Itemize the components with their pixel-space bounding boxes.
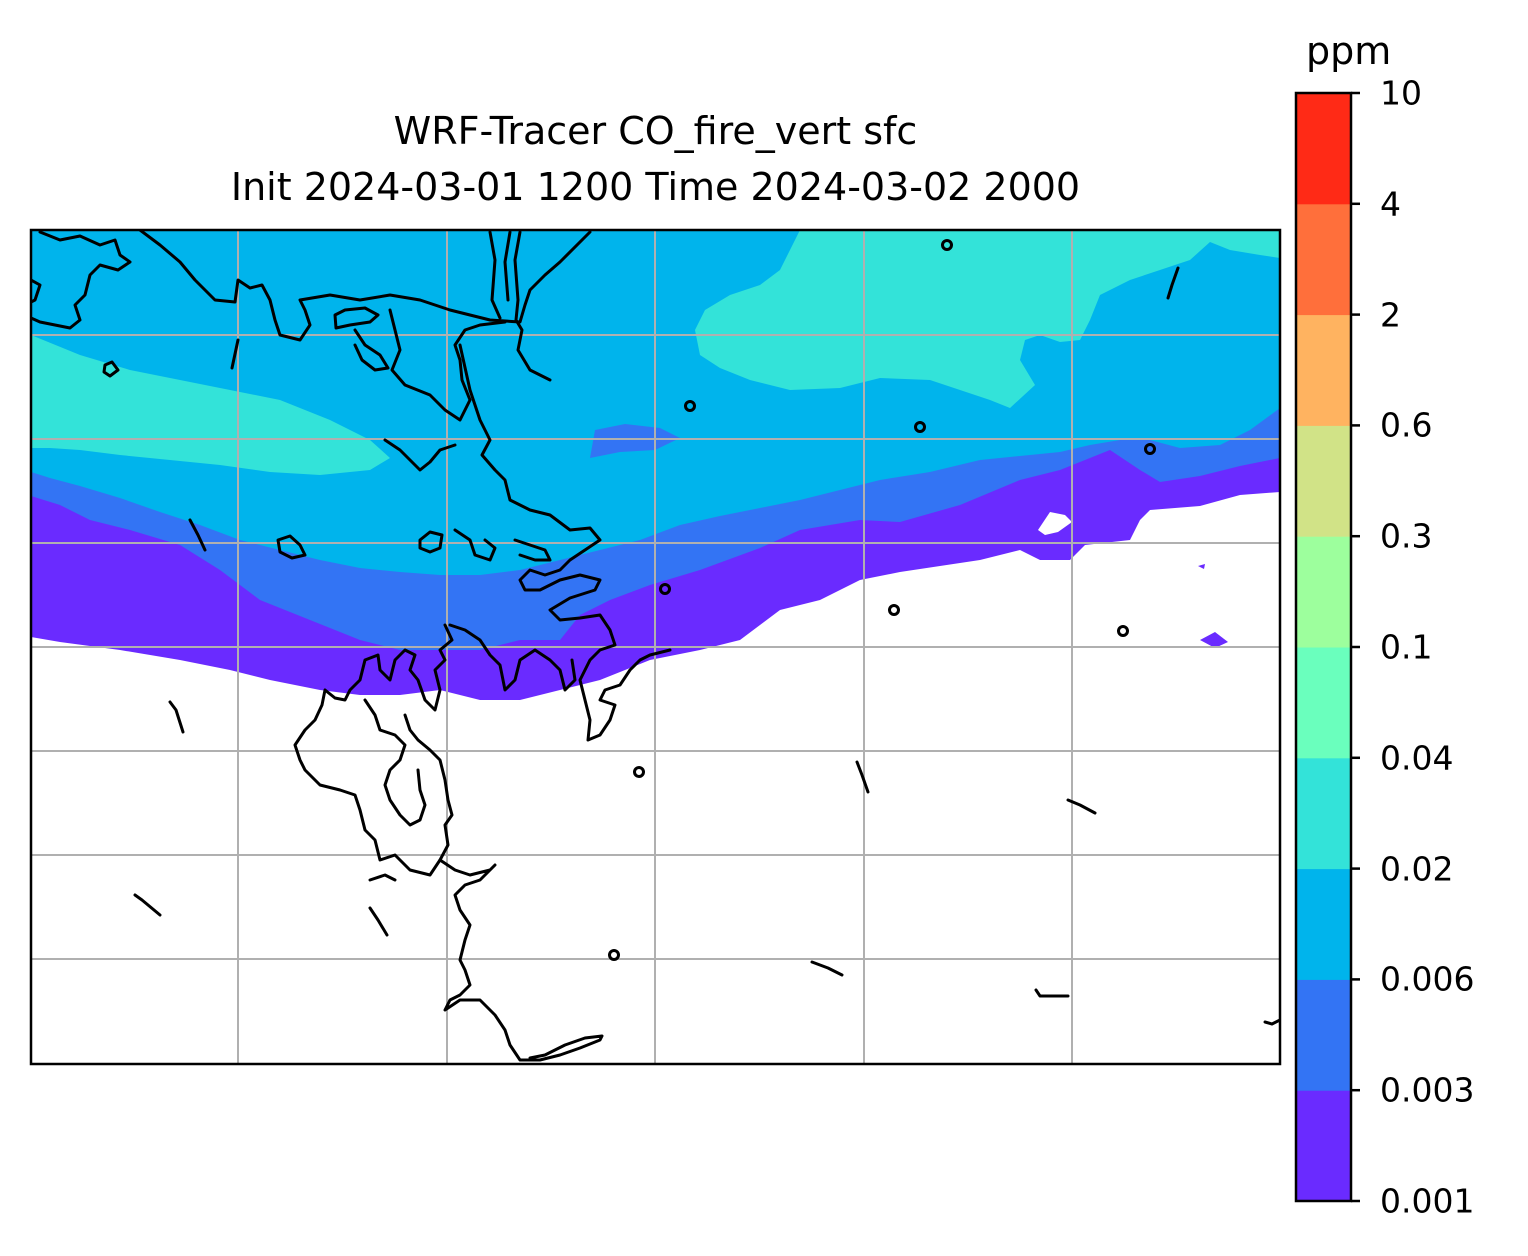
colorbar-segment-4: [1296, 647, 1351, 759]
colorbar-tick-label-5: 0.1: [1380, 627, 1433, 667]
coastline-northwest: [31, 230, 132, 330]
coastline-short-3: [168, 700, 185, 734]
colorbar-tick-label-10: 10: [1380, 73, 1422, 113]
colorbar-segment-6: [1296, 425, 1351, 537]
coastline-islands-2: [453, 528, 497, 562]
colorbar-segment-3: [1296, 757, 1351, 870]
map-frame: [29, 228, 1282, 1066]
coastline-bay-1: [293, 623, 454, 877]
coastline-islands-7: [353, 328, 390, 372]
colorbar-segment-5: [1296, 536, 1351, 648]
graticule: [31, 230, 1280, 1064]
coastline-central: [458, 343, 672, 742]
coastline-islands-1: [418, 530, 444, 554]
lake-marker-9: [608, 949, 620, 961]
coastline-short-5: [368, 906, 389, 937]
colorbar-segment-0: [1296, 1090, 1351, 1202]
lake-marker-7: [1117, 625, 1129, 637]
colorbar-segment-2: [1296, 868, 1351, 980]
title-line-1: WRF-Tracer CO_fire_vert sfc: [393, 109, 918, 153]
lake-marker-5: [659, 583, 671, 595]
coastline-short-2: [188, 518, 207, 552]
colorbar: [1294, 91, 1360, 1203]
lake-marker-6: [888, 604, 900, 616]
coastline-islands-3: [513, 538, 552, 562]
colorbar-tick-label-8: 2: [1380, 295, 1401, 335]
colorbar-tick-label-1: 0.003: [1380, 1070, 1475, 1110]
coastline-islands-4: [276, 534, 307, 560]
colorbar-segment-9: [1296, 93, 1351, 205]
colorbar-tick-label-0: 0.001: [1380, 1181, 1475, 1221]
coastline-islands-6: [102, 360, 120, 378]
coastline-short-6: [810, 960, 844, 977]
colorbar-segment-7: [1296, 314, 1351, 426]
lake-marker-8: [633, 766, 645, 778]
colorbar-tick-label-4: 0.04: [1380, 738, 1454, 778]
lake-marker-2: [684, 400, 696, 412]
coastline-inner-bay: [363, 698, 427, 827]
coastline-south-inlet: [368, 873, 397, 882]
contour-patch-2: [1200, 632, 1228, 648]
lake-marker-3: [914, 421, 926, 433]
colorbar-tick-label-3: 0.02: [1380, 849, 1454, 889]
coastline-short-1: [230, 338, 240, 370]
coastline-short-4: [133, 893, 162, 917]
colorbar-segment-8: [1296, 203, 1351, 316]
coastline-south-peninsula: [438, 858, 604, 1062]
colorbar-segment-1: [1296, 979, 1351, 1091]
colorbar-tick-label-9: 4: [1380, 184, 1401, 224]
contour-band-3-east: [695, 230, 1280, 408]
coastline-peninsula: [388, 308, 507, 422]
coastline-islands-5: [383, 438, 457, 472]
coastlines: [31, 230, 1280, 1062]
coastline-river-1: [488, 230, 502, 320]
colorbar-tick-label-6: 0.3: [1380, 516, 1433, 556]
coastline-west-inlet: [31, 278, 42, 304]
coastline-lake-1: [333, 306, 380, 330]
colorbar-unit-label: ppm: [1306, 29, 1392, 73]
coastline-short-7: [855, 760, 870, 794]
lake-marker-1: [941, 239, 953, 251]
contour-hole-1: [1038, 512, 1072, 535]
coastline-river-3: [503, 230, 512, 302]
coastline-river-2: [513, 230, 552, 382]
coastline-main-north: [138, 230, 592, 342]
coastline-short-11: [1263, 1018, 1280, 1026]
coastline-short-10: [1166, 266, 1180, 300]
title-line-2: Init 2024-03-01 1200 Time 2024-03-02 200…: [230, 165, 1081, 209]
contour-patch-3: [1198, 564, 1205, 569]
coastline-delta: [448, 623, 577, 692]
map-panel: [29, 228, 1282, 1066]
colorbar-tick-label-7: 0.6: [1380, 405, 1433, 445]
colorbar-tick-label-2: 0.006: [1380, 959, 1475, 999]
contour-patch-1: [590, 424, 680, 458]
coastline-short-9: [1034, 988, 1070, 998]
lake-marker-4: [1144, 443, 1156, 455]
coastline-short-8: [1066, 798, 1097, 815]
lake-markers: [608, 239, 1156, 961]
